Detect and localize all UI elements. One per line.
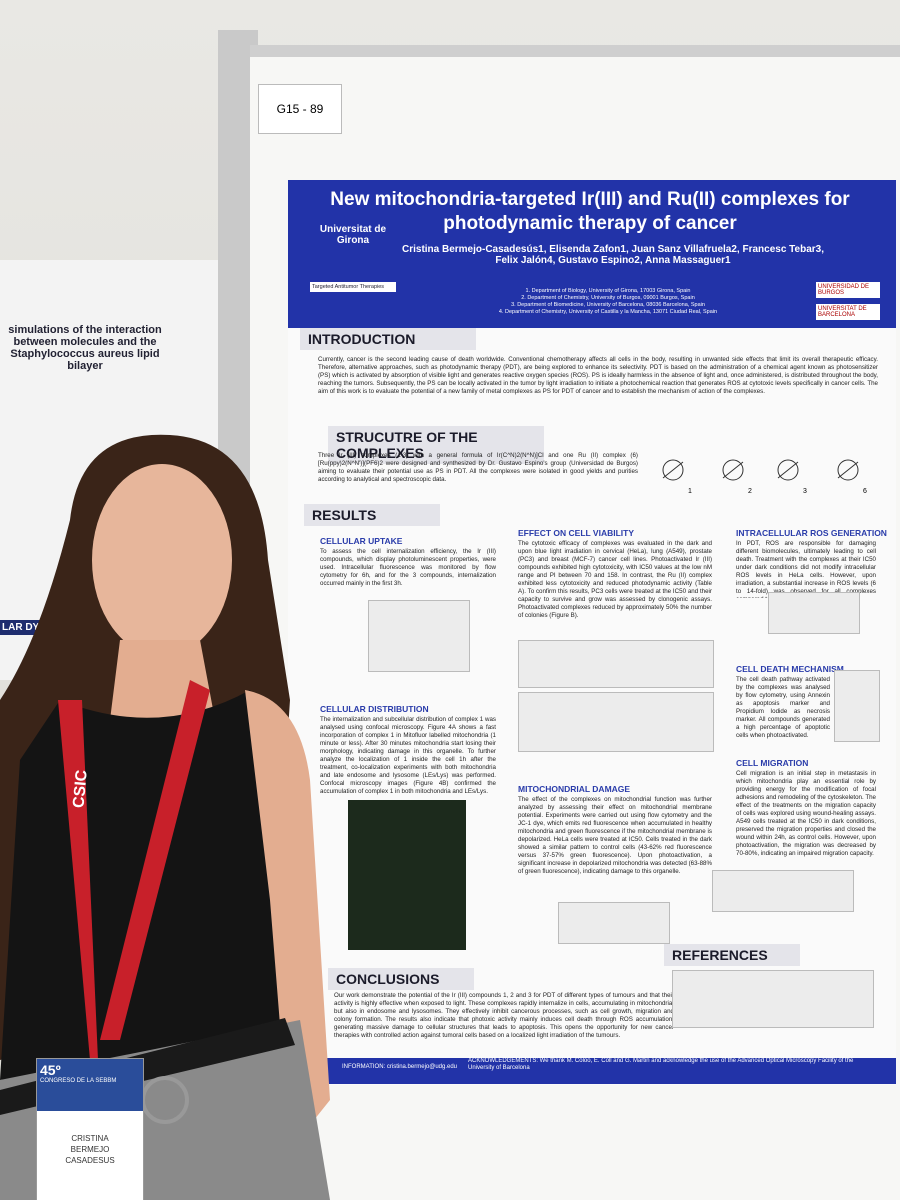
- subheading: CELL DEATH MECHANISM: [736, 664, 844, 674]
- subheading: EFFECT ON CELL VIABILITY: [518, 528, 635, 538]
- intro-text: Currently, cancer is the second leading …: [318, 356, 878, 395]
- badge-event: CONGRESO DE LA SEBBM: [40, 1078, 117, 1084]
- contact: INFORMATION: cristina.bermejo@udg.edu: [342, 1064, 458, 1070]
- name-line: BERMEJO: [70, 1145, 110, 1154]
- affiliation: 4. Department of Chemistry, University o…: [498, 309, 718, 315]
- authors: Cristina Bermejo-Casadesús1, Elisenda Za…: [401, 244, 825, 266]
- structure-label: 6: [863, 488, 867, 495]
- table-figure: [518, 640, 714, 688]
- subheading: CELLULAR DISTRIBUTION: [320, 704, 429, 714]
- badge-header: 45º CONGRESO DE LA SEBBM: [37, 1059, 143, 1111]
- subheading: CELLULAR UPTAKE: [320, 536, 403, 546]
- structure-label: 3: [803, 488, 807, 495]
- references-list: [672, 970, 874, 1028]
- badge: 45º CONGRESO DE LA SEBBM CRISTINA BERMEJ…: [36, 1058, 144, 1200]
- conclusions-text: Our work demonstrate the potential of th…: [334, 992, 674, 1039]
- section-heading: INTRODUCTION: [300, 328, 476, 350]
- logo: Universitat de Girona: [319, 224, 387, 246]
- figure: [834, 670, 880, 742]
- structure-drawings: [662, 459, 859, 481]
- acknowledgements: ACKNOWLEDGEMENTS: We thank M. Coloo, E. …: [468, 1058, 854, 1071]
- block-text: The effect of the complexes on mitochond…: [518, 796, 712, 875]
- block-text: The cytotoxic efficacy of complexes was …: [518, 540, 712, 619]
- figure: [368, 600, 470, 672]
- confocal-images: [348, 800, 466, 950]
- board-label: G15 - 89: [258, 84, 342, 134]
- section-heading: CONCLUSIONS: [328, 968, 474, 990]
- badge-number: 45º: [40, 1062, 61, 1078]
- affiliations: 1. Department of Biology, University of …: [438, 288, 778, 316]
- structures: 1 2 3 6: [648, 448, 878, 500]
- subheading: INTRACELLULAR ROS GENERATION: [736, 528, 887, 538]
- poster-header: [288, 180, 896, 328]
- affiliation: 1. Department of Biology, University of …: [525, 288, 691, 294]
- figure: [712, 870, 854, 912]
- section-heading: RESULTS: [304, 504, 440, 526]
- block-text: The internalization and subcellular dist…: [320, 716, 496, 795]
- subheading: MITOCHONDRIAL DAMAGE: [518, 784, 631, 794]
- figure: [518, 692, 714, 752]
- affiliation: 3. Department of Biomedicine, University…: [511, 302, 705, 308]
- block-text: Cell migration is an initial step in met…: [736, 770, 876, 857]
- block-text: To assess the cell internalization effic…: [320, 548, 496, 587]
- lanyard-text: CSIC: [70, 769, 91, 809]
- side-poster-title: simulations of the interaction between m…: [8, 324, 162, 372]
- poster-footer: [288, 1058, 896, 1084]
- logo: Targeted Antitumor Therapies: [310, 282, 396, 292]
- structure-label: 1: [688, 488, 692, 495]
- poster: New mitochondria-targeted Ir(III) and Ru…: [288, 180, 896, 1085]
- name-line: CRISTINA: [71, 1134, 109, 1143]
- structure-text: Three Ir (III) complexes (1-3) with a ge…: [318, 452, 638, 483]
- section-heading: REFERENCES: [664, 944, 800, 966]
- section-heading: STRUCUTRE OF THE COMPLEXES: [328, 426, 544, 464]
- name-line: CASADESUS: [65, 1156, 115, 1165]
- figure: [558, 902, 670, 944]
- logo: UNIVERSIDAD DE BURGOS: [816, 282, 880, 298]
- figure: [768, 592, 860, 634]
- block-text: The cell death pathway activated by the …: [736, 676, 830, 739]
- poster-title: New mitochondria-targeted Ir(III) and Ru…: [330, 189, 850, 234]
- logo: UNIVERSITAT DE BARCELONA: [816, 304, 880, 320]
- affiliation: 2. Department of Chemistry, University o…: [521, 295, 695, 301]
- subheading: CELL MIGRATION: [736, 758, 809, 768]
- badge-name: CRISTINA BERMEJO CASADESUS: [37, 1133, 143, 1166]
- structure-label: 2: [748, 488, 752, 495]
